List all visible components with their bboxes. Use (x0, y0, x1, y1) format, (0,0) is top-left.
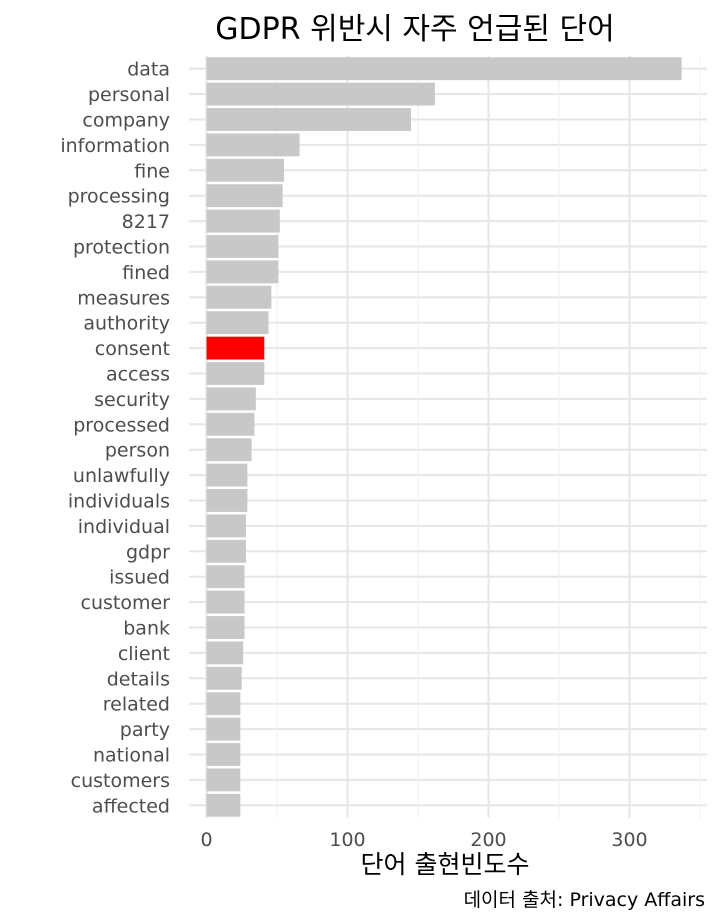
x-axis-ticks: 0 100 200 300 (200, 829, 647, 851)
category-label: information (60, 135, 170, 157)
bar-client (206, 641, 244, 665)
category-labels: data personal company information fine proces… (60, 59, 170, 818)
bar-fine (206, 158, 285, 182)
bar-processed (206, 412, 255, 436)
x-axis-label: 단어 출현빈도수 (361, 850, 530, 879)
bar-data (206, 57, 682, 81)
bar-processing (206, 184, 283, 208)
bar-fined (206, 260, 279, 284)
bar-security (206, 387, 256, 411)
chart-caption: 데이터 출처: Privacy Affairs (464, 889, 705, 911)
category-label: client (118, 643, 170, 665)
bar-8217 (206, 209, 280, 233)
chart-title: GDPR 위반시 자주 언급된 단어 (215, 12, 614, 47)
category-label: measures (77, 287, 170, 309)
category-label: party (120, 719, 170, 741)
category-label: related (103, 694, 170, 716)
category-label: individuals (68, 491, 170, 513)
bar-company (206, 108, 411, 131)
category-label: company (82, 110, 170, 132)
category-label: unlawfully (73, 465, 170, 487)
bar-consent (206, 336, 265, 360)
category-label: fine (134, 160, 170, 182)
bar-individuals (206, 489, 248, 512)
category-label: fined (122, 262, 170, 284)
x-tick-label: 0 (200, 829, 212, 851)
bar-affected (206, 793, 241, 817)
category-label: data (127, 59, 170, 81)
x-tick-label: 300 (611, 829, 647, 851)
bar-national (206, 743, 241, 766)
category-label: consent (95, 338, 170, 360)
bar-bank (206, 616, 245, 639)
category-label: protection (73, 237, 170, 259)
category-label: individual (78, 516, 170, 538)
bar-person (206, 438, 252, 462)
bar-issued (206, 565, 245, 589)
bar-personal (206, 82, 435, 106)
category-label: processing (68, 186, 170, 208)
category-label: person (105, 440, 170, 462)
bars (206, 57, 682, 817)
category-label: details (107, 668, 170, 690)
category-label: authority (83, 313, 170, 335)
bar-measures (206, 285, 272, 309)
bar-related (206, 692, 241, 716)
bar-individual (206, 514, 246, 538)
category-label: issued (109, 567, 170, 589)
category-label: customer (81, 592, 171, 614)
bar-customer (206, 590, 245, 614)
category-label: national (93, 745, 170, 767)
category-label: affected (92, 795, 170, 817)
bar-information (206, 133, 300, 157)
bar-protection (206, 235, 279, 258)
x-tick-label: 100 (329, 829, 365, 851)
category-label: gdpr (126, 541, 170, 563)
bar-gdpr (206, 539, 246, 563)
bar-party (206, 717, 241, 741)
category-label: security (94, 389, 170, 411)
bar-authority (206, 311, 269, 335)
category-label: personal (88, 84, 170, 106)
category-label: bank (123, 618, 170, 640)
bar-unlawfully (206, 463, 248, 487)
bar-details (206, 666, 242, 690)
category-label: 8217 (122, 211, 170, 233)
bar-access (206, 362, 265, 385)
category-label: processed (73, 414, 170, 436)
category-label: customers (71, 770, 170, 792)
x-tick-label: 200 (470, 829, 506, 851)
category-label: access (106, 364, 170, 386)
bar-customers (206, 768, 241, 792)
